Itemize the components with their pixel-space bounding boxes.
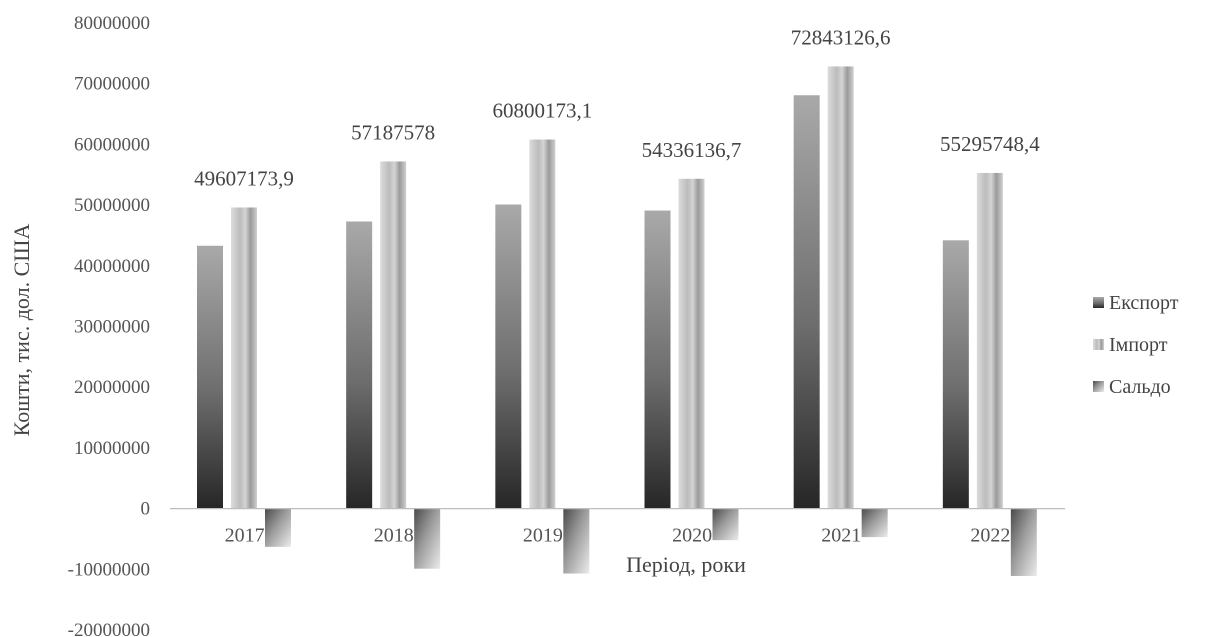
x-tick-label: 2020 <box>672 525 712 547</box>
x-axis-title: Період, роки <box>626 552 746 577</box>
bar-Експорт-2022 <box>942 240 969 509</box>
y-tick-label: 10000000 <box>74 438 150 459</box>
bar-Експорт-2021 <box>793 95 820 509</box>
data-label: 49607173,9 <box>194 166 294 190</box>
legend-label: Імпорт <box>1109 334 1168 356</box>
x-tick-label: 2022 <box>970 525 1010 547</box>
legend-swatch <box>1093 297 1104 308</box>
bar-Експорт-2019 <box>495 204 522 509</box>
bar-Експорт-2018 <box>346 221 373 509</box>
x-tick-label: 2021 <box>821 525 861 547</box>
y-tick-label: 20000000 <box>74 377 150 398</box>
data-label: 57187578 <box>351 120 435 144</box>
bar-Сальдо-2019 <box>563 508 590 574</box>
y-tick-label: 70000000 <box>74 74 150 95</box>
bars-group <box>197 66 1037 576</box>
y-tick-label: -20000000 <box>68 620 150 637</box>
bar-Сальдо-2018 <box>414 508 441 569</box>
bar-Експорт-2017 <box>197 245 223 509</box>
y-axis-ticks: -20000000 -10000000 0 10000000 20000000 30000… <box>68 13 150 637</box>
y-tick-label: -10000000 <box>68 559 150 580</box>
legend-swatch <box>1093 339 1104 350</box>
x-tick-label: 2019 <box>523 525 563 547</box>
data-label: 55295748,4 <box>940 132 1040 156</box>
bar-Сальдо-2020 <box>712 508 739 541</box>
legend-label: Сальдо <box>1109 376 1171 398</box>
data-labels-group: 49607173,9 57187578 60800173,1 54336136,7 72… <box>194 25 1040 190</box>
bar-Імпорт-2018 <box>380 161 407 509</box>
y-tick-label: 50000000 <box>74 195 150 216</box>
bar-Експорт-2020 <box>644 210 671 509</box>
data-label: 60800173,1 <box>492 99 592 123</box>
y-axis-title: Кошти, тис. дол. США <box>9 224 34 437</box>
data-label: 72843126,6 <box>791 25 891 49</box>
x-axis-ticks: 2017 2018 2019 2020 2021 2022 <box>225 525 1011 547</box>
legend-swatch <box>1093 381 1104 392</box>
y-tick-label: 80000000 <box>74 13 150 34</box>
y-tick-label: 0 <box>141 499 151 520</box>
legend-label: Експорт <box>1109 292 1179 314</box>
legend: Експорт Імпорт Сальдо <box>1093 292 1179 398</box>
bar-Сальдо-2021 <box>861 508 888 538</box>
bar-Імпорт-2021 <box>827 66 854 509</box>
bar-Імпорт-2019 <box>529 139 556 509</box>
bar-Імпорт-2020 <box>678 178 705 509</box>
y-tick-label: 30000000 <box>74 317 150 338</box>
bar-Сальдо-2022 <box>1010 508 1037 576</box>
data-label: 54336136,7 <box>642 138 742 162</box>
y-tick-label: 40000000 <box>74 256 150 277</box>
bar-Імпорт-2017 <box>231 207 257 509</box>
x-tick-label: 2018 <box>374 525 414 547</box>
y-tick-label: 60000000 <box>74 134 150 155</box>
bar-Імпорт-2022 <box>976 172 1003 509</box>
bar-Сальдо-2017 <box>265 508 291 547</box>
x-tick-label: 2017 <box>225 525 265 547</box>
